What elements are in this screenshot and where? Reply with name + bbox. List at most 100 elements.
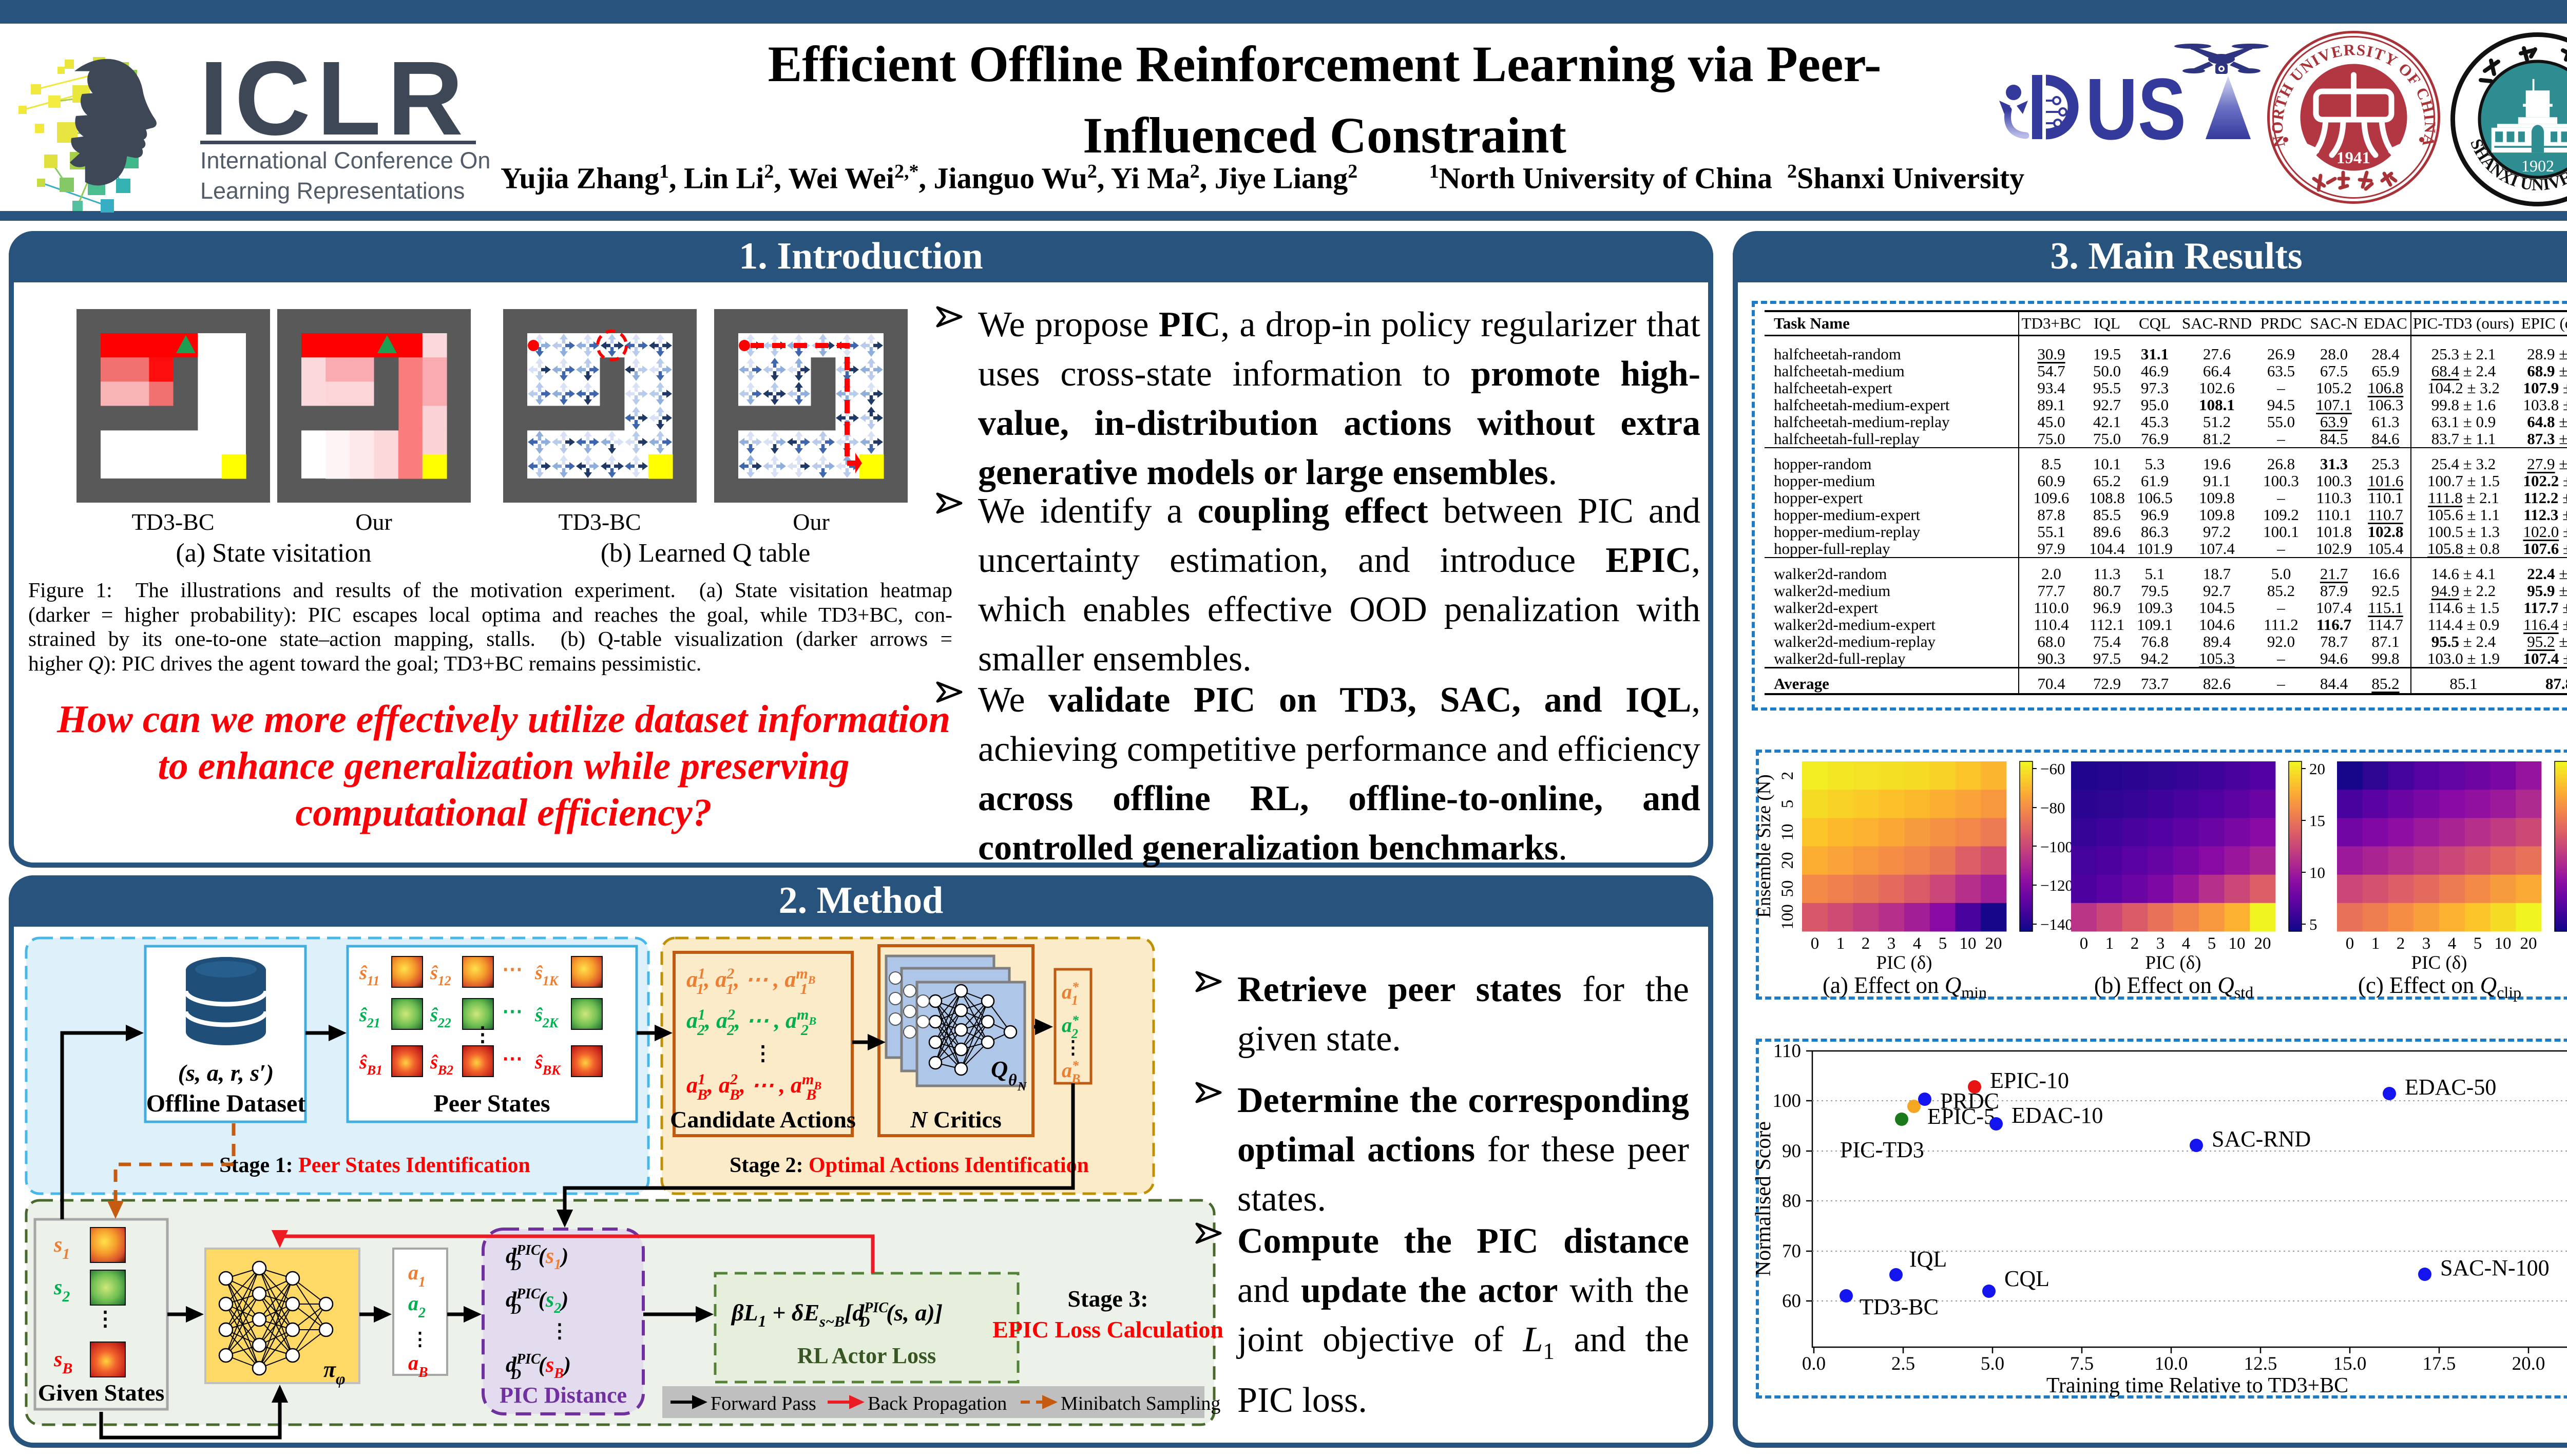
svg-text:SAC-N-100: SAC-N-100 (2440, 1255, 2550, 1280)
svg-text:ŝ21: ŝ21 (359, 1004, 380, 1030)
svg-text:80: 80 (1782, 1191, 1801, 1212)
svg-text:4: 4 (1913, 934, 1922, 953)
svg-text:2.5: 2.5 (1891, 1353, 1915, 1374)
svg-text:100: 100 (1778, 904, 1797, 930)
svg-text:ICLR: ICLR (199, 41, 469, 157)
svg-text:PIC-TD3: PIC-TD3 (1840, 1137, 1924, 1162)
svg-text:⋮: ⋮ (753, 1042, 773, 1065)
svg-text:(s, a, r, s′): (s, a, r, s′) (178, 1060, 274, 1086)
svg-text:CQL: CQL (2004, 1266, 2049, 1291)
svg-text:⋮: ⋮ (1064, 1037, 1082, 1058)
svg-text:5: 5 (1939, 934, 1947, 953)
svg-text:7.5: 7.5 (2070, 1353, 2094, 1374)
svg-text:Ensemble Size (N): Ensemble Size (N) (1754, 774, 1775, 917)
svg-text:5: 5 (2474, 934, 2482, 953)
svg-text:15.0: 15.0 (2333, 1353, 2367, 1374)
svg-text:SAC-RND: SAC-RND (2212, 1126, 2311, 1152)
svg-text:TD3-BC: TD3-BC (1860, 1294, 1939, 1319)
svg-text:PIC (δ): PIC (δ) (1876, 952, 1932, 973)
svg-text:a*B: a* B (1062, 1058, 1080, 1086)
svg-text:International Conference On: International Conference On (200, 147, 490, 174)
svg-text:0.0: 0.0 (1802, 1353, 1826, 1374)
svg-text:⋯: ⋯ (502, 1000, 523, 1023)
svg-text:17.5: 17.5 (2423, 1353, 2456, 1374)
svg-text:90: 90 (1782, 1141, 1801, 1162)
svg-text:2: 2 (1862, 934, 1870, 953)
svg-text:Peer States: Peer States (433, 1090, 550, 1117)
svg-text:−100: −100 (2040, 838, 2073, 856)
svg-text:1: 1 (2371, 934, 2380, 953)
svg-text:20: 20 (1778, 852, 1797, 869)
svg-text:⋮: ⋮ (95, 1307, 116, 1330)
svg-text:10: 10 (1778, 824, 1797, 841)
svg-text:5: 5 (2309, 915, 2317, 933)
svg-text:EPIC-5: EPIC-5 (1927, 1104, 1995, 1129)
svg-text:EPIC-10: EPIC-10 (1990, 1068, 2069, 1093)
svg-text:5: 5 (2208, 934, 2216, 953)
svg-text:100: 100 (1773, 1090, 1802, 1112)
svg-text:PIC (δ): PIC (δ) (2411, 952, 2467, 973)
svg-text:15: 15 (2309, 812, 2325, 830)
svg-text:Stage 3:: Stage 3: (1067, 1286, 1148, 1312)
svg-text:4: 4 (2182, 934, 2191, 953)
svg-text:1902: 1902 (2521, 157, 2554, 175)
svg-text:ŝB1: ŝB1 (359, 1051, 382, 1078)
svg-text:⋮: ⋮ (472, 1023, 493, 1046)
svg-text:1: 1 (2105, 934, 2114, 953)
svg-text:0: 0 (2080, 934, 2089, 953)
svg-text:Q: Q (991, 1056, 1008, 1082)
svg-text:10: 10 (1960, 934, 1977, 953)
svg-text:ŝB2: ŝB2 (430, 1051, 453, 1078)
svg-text:s2: s2 (53, 1276, 70, 1305)
svg-text:0: 0 (2346, 934, 2354, 953)
svg-text:10: 10 (2229, 934, 2246, 953)
svg-text:ŝ12: ŝ12 (430, 962, 451, 988)
svg-text:20: 20 (1985, 934, 2002, 953)
svg-text:a*1: a* 1 (1062, 980, 1079, 1008)
svg-text:60: 60 (1782, 1291, 1801, 1312)
svg-text:Stage 2: Optimal Actions Ident: Stage 2: Optimal Actions Identification (730, 1154, 1089, 1177)
svg-text:20.0: 20.0 (2512, 1353, 2545, 1374)
svg-text:3: 3 (2156, 934, 2165, 953)
svg-text:−140: −140 (2040, 915, 2073, 933)
svg-text:EDAC-10: EDAC-10 (2012, 1103, 2103, 1128)
svg-text:Stage 1: Peer States Identific: Stage 1: Peer States Identification (219, 1154, 530, 1177)
svg-text:50: 50 (1778, 880, 1797, 897)
svg-text:EPIC Loss Calculation: EPIC Loss Calculation (992, 1316, 1223, 1343)
svg-text:10.0: 10.0 (2155, 1353, 2188, 1374)
svg-text:2: 2 (2131, 934, 2139, 953)
svg-text:⋮: ⋮ (550, 1320, 569, 1342)
svg-text:a*2: a* 2 (1062, 1013, 1079, 1041)
svg-text:−120: −120 (2040, 876, 2073, 894)
svg-text:4: 4 (2448, 934, 2457, 953)
svg-text:PRDC: PRDC (1940, 1088, 1999, 1114)
svg-text:5.0: 5.0 (1981, 1353, 2004, 1374)
svg-text:1941: 1941 (2336, 149, 2370, 167)
svg-text:N: N (1017, 1080, 1027, 1094)
svg-text:0: 0 (1811, 934, 1819, 953)
svg-text:Training time Relative to TD3+: Training time Relative to TD3+BC (2046, 1374, 2348, 1397)
svg-text:−80: −80 (2040, 799, 2065, 817)
svg-text:ŝ2K: ŝ2K (534, 1004, 559, 1030)
svg-text:Forward Pass: Forward Pass (711, 1393, 816, 1414)
svg-text:12.5: 12.5 (2244, 1353, 2277, 1374)
svg-text:Offline Dataset: Offline Dataset (146, 1090, 306, 1117)
svg-text:3: 3 (2422, 934, 2431, 953)
svg-text:⋮: ⋮ (411, 1329, 429, 1349)
svg-text:110: 110 (1773, 1041, 1801, 1062)
svg-text:2: 2 (1778, 772, 1797, 780)
svg-text:PIC (δ): PIC (δ) (2145, 952, 2201, 973)
svg-text:Learning Representations: Learning Representations (200, 178, 465, 204)
svg-text:5: 5 (1778, 800, 1797, 809)
svg-text:10: 10 (2309, 864, 2325, 882)
svg-text:US: US (2085, 61, 2186, 158)
svg-text:Candidate Actions: Candidate Actions (670, 1106, 856, 1133)
svg-text:70: 70 (1782, 1241, 1801, 1262)
svg-text:θ: θ (1008, 1070, 1017, 1089)
svg-text:20: 20 (2309, 760, 2325, 778)
svg-text:EDAC-50: EDAC-50 (2405, 1075, 2496, 1100)
svg-text:20: 20 (2520, 934, 2537, 953)
